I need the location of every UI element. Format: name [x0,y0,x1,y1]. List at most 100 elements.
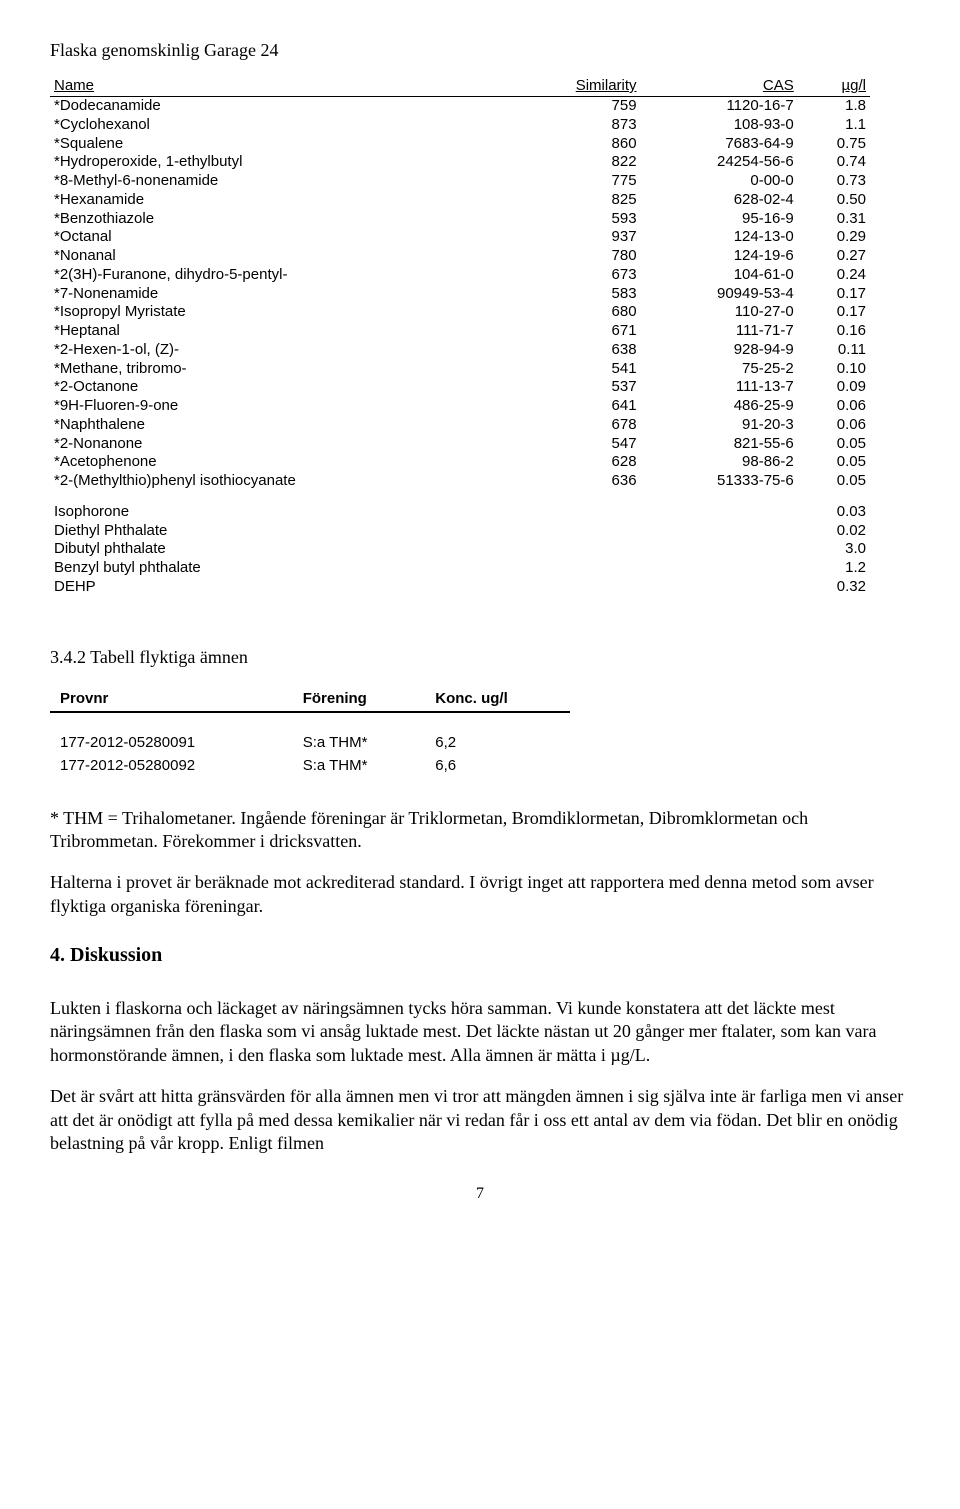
cell-ug: 0.73 [798,172,870,191]
cell-name: *Methane, tribromo- [50,360,536,379]
cell-similarity: 775 [536,172,640,191]
table-row: *Squalene8607683-64-90.75 [50,135,870,154]
cell-ug: 1.2 [798,559,870,578]
cell-similarity [536,559,640,578]
table-row: *Hydroperoxide, 1-ethylbutyl82224254-56-… [50,153,870,172]
cell-similarity: 593 [536,210,640,229]
cell-cas: 124-13-0 [641,228,798,247]
table-row: *Methane, tribromo-54175-25-20.10 [50,360,870,379]
table-row: *Octanal937124-13-00.29 [50,228,870,247]
cell-cas [641,559,798,578]
cell-cas: 628-02-4 [641,191,798,210]
cell-cas: 124-19-6 [641,247,798,266]
halter-note: Halterna i provet är beräknade mot ackre… [50,871,910,918]
cell-name: DEHP [50,578,536,597]
table-row: *Dodecanamide7591120-16-71.8 [50,97,870,116]
cell-similarity [536,540,640,559]
diskussion-heading: 4. Diskussion [50,944,910,967]
cell-cas: 7683-64-9 [641,135,798,154]
table-row: Isophorone 0.03 [50,503,870,522]
cell-name: *Nonanal [50,247,536,266]
cell-cas: 0-00-0 [641,172,798,191]
cell-name: Diethyl Phthalate [50,522,536,541]
cell-cas: 111-71-7 [641,322,798,341]
table-row: Diethyl Phthalate 0.02 [50,522,870,541]
thm-forening: S:a THM* [293,731,426,754]
cell-ug: 0.06 [798,416,870,435]
cell-similarity: 547 [536,435,640,454]
cell-cas: 110-27-0 [641,303,798,322]
cell-cas: 821-55-6 [641,435,798,454]
cell-name: *Cyclohexanol [50,116,536,135]
cell-ug: 0.11 [798,341,870,360]
cell-cas: 90949-53-4 [641,285,798,304]
cell-ug: 0.09 [798,378,870,397]
top-heading: Flaska genomskinlig Garage 24 [50,40,910,61]
cell-ug: 0.27 [798,247,870,266]
cell-cas [641,540,798,559]
cell-name: *Heptanal [50,322,536,341]
cell-similarity: 537 [536,378,640,397]
cell-name: *2-Octanone [50,378,536,397]
compounds-table: Name Similarity CAS µg/l *Dodecanamide75… [50,75,870,597]
table-row: *Isopropyl Myristate680110-27-00.17 [50,303,870,322]
table-row: *Nonanal780124-19-60.27 [50,247,870,266]
cell-name: Dibutyl phthalate [50,540,536,559]
cell-similarity: 822 [536,153,640,172]
cell-cas: 75-25-2 [641,360,798,379]
cell-ug: 0.74 [798,153,870,172]
cell-cas: 98-86-2 [641,453,798,472]
cell-name: *7-Nonenamide [50,285,536,304]
cell-name: Isophorone [50,503,536,522]
table-row: Benzyl butyl phthalate1.2 [50,559,870,578]
cell-name: *Isopropyl Myristate [50,303,536,322]
cell-similarity: 641 [536,397,640,416]
cell-similarity [536,578,640,597]
table-row: Dibutyl phthalate3.0 [50,540,870,559]
cell-ug: 0.03 [798,503,870,522]
diskussion-paragraph-2: Det är svårt att hitta gränsvärden för a… [50,1085,910,1155]
cell-name: *Squalene [50,135,536,154]
cell-ug: 0.02 [798,522,870,541]
cell-cas: 928-94-9 [641,341,798,360]
table-row: *Benzothiazole59395-16-90.31 [50,210,870,229]
table-row: *9H-Fluoren-9-one641486-25-90.06 [50,397,870,416]
table-header-row: Name Similarity CAS µg/l [50,75,870,97]
col-cas: CAS [641,75,798,97]
cell-ug: 0.17 [798,285,870,304]
page-number: 7 [50,1185,910,1203]
col-ug: µg/l [798,75,870,97]
cell-cas [641,503,798,522]
table-row: *Acetophenone62898-86-20.05 [50,453,870,472]
thm-col-provnr: Provnr [50,686,293,712]
cell-cas: 111-13-7 [641,378,798,397]
table-row: *8-Methyl-6-nonenamide7750-00-00.73 [50,172,870,191]
cell-similarity [536,522,640,541]
cell-ug: 0.29 [798,228,870,247]
cell-similarity: 873 [536,116,640,135]
cell-cas: 95-16-9 [641,210,798,229]
table-row: *2-(Methylthio)phenyl isothiocyanate6365… [50,472,870,491]
cell-cas: 104-61-0 [641,266,798,285]
cell-ug: 0.05 [798,472,870,491]
cell-name: *2-Nonanone [50,435,536,454]
table-row: DEHP0.32 [50,578,870,597]
table-row: *2-Nonanone547821-55-60.05 [50,435,870,454]
table-row: *Naphthalene67891-20-30.06 [50,416,870,435]
thm-provnr: 177-2012-05280091 [50,731,293,754]
cell-name: *Naphthalene [50,416,536,435]
thm-forening: S:a THM* [293,754,426,777]
cell-name: *2(3H)-Furanone, dihydro-5-pentyl- [50,266,536,285]
thm-table: Provnr Förening Konc. ug/l 177-2012-0528… [50,686,570,777]
cell-name: *Dodecanamide [50,97,536,116]
cell-similarity: 680 [536,303,640,322]
section-342-heading: 3.4.2 Tabell flyktiga ämnen [50,647,910,668]
table-row: *2(3H)-Furanone, dihydro-5-pentyl-673104… [50,266,870,285]
table-row: *2-Octanone537111-13-70.09 [50,378,870,397]
cell-name: *8-Methyl-6-nonenamide [50,172,536,191]
cell-ug: 0.31 [798,210,870,229]
cell-similarity: 673 [536,266,640,285]
cell-similarity: 780 [536,247,640,266]
table-row: *Cyclohexanol873108-93-01.1 [50,116,870,135]
cell-name: *9H-Fluoren-9-one [50,397,536,416]
